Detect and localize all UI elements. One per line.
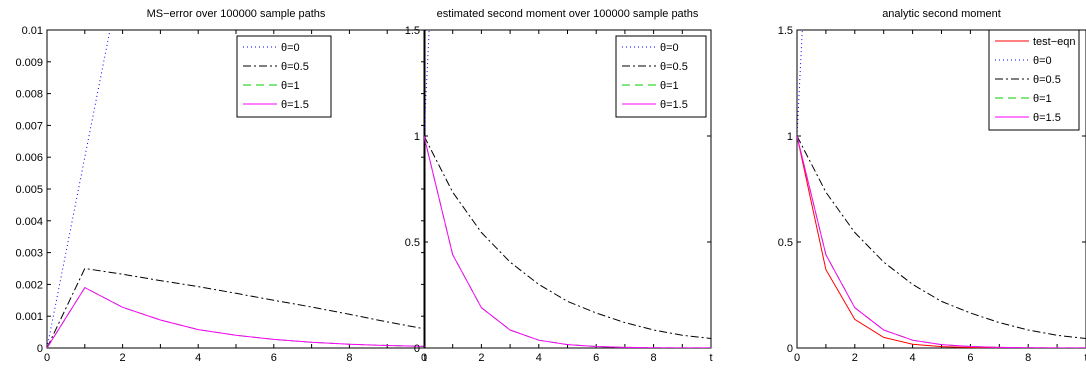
x-tick-label: 8 — [651, 352, 657, 364]
y-tick-label: 0.01 — [22, 25, 43, 37]
chart-title: estimated second moment over 100000 samp… — [437, 8, 699, 20]
series-line — [47, 267, 425, 348]
legend-label: θ=0.5 — [1033, 74, 1061, 86]
legend-label: test−eqn — [1033, 36, 1076, 48]
x-tick-label: 8 — [1025, 352, 1031, 364]
legend-label: θ=1.5 — [281, 99, 309, 111]
x-axis-label: t — [1084, 352, 1086, 364]
x-tick-label: 0 — [794, 352, 800, 364]
x-tick-label: 6 — [593, 352, 599, 364]
x-tick-label: 6 — [967, 352, 973, 364]
y-tick-label: 0.005 — [15, 184, 43, 196]
x-axis-label: t — [709, 352, 712, 364]
x-tick-label: 8 — [346, 352, 352, 364]
series-line — [424, 135, 711, 348]
legend-label: θ=0.5 — [660, 61, 688, 73]
legend-box — [988, 29, 1080, 131]
y-tick-label: 1 — [414, 131, 420, 143]
x-tick-label: 6 — [271, 352, 277, 364]
x-tick-label: 2 — [120, 352, 126, 364]
chart-panel-3: analytic second moment 0 2 4 6 8 t 0 0.5 1 1.5 test… — [778, 8, 1086, 364]
y-tick-label: 1 — [787, 131, 793, 143]
legend: θ=0 θ=0.5 θ=1 θ=1.5 — [236, 35, 332, 118]
x-tick-label: 4 — [910, 352, 916, 364]
legend-label: θ=0.5 — [281, 61, 309, 73]
series-line — [797, 135, 1086, 339]
y-tick-label: 0.003 — [15, 248, 43, 260]
y-tick-label: 0.008 — [15, 89, 43, 101]
legend-label: θ=0 — [281, 42, 300, 54]
legend-label: θ=1.5 — [660, 99, 688, 111]
series-group — [424, 30, 711, 348]
y-tick-label: 1.5 — [405, 25, 420, 37]
y-tick-label: 0.5 — [405, 237, 420, 249]
x-tick-label: 0 — [421, 352, 427, 364]
legend-label: θ=0 — [1033, 55, 1052, 67]
legend-label: θ=1.5 — [1033, 112, 1061, 124]
legend: test−eqn θ=0 θ=0.5 θ=1 θ=1.5 — [988, 29, 1080, 131]
series-line — [424, 135, 711, 348]
series-line — [47, 286, 425, 348]
series-group — [797, 30, 1086, 348]
plot-frame — [46, 29, 426, 349]
y-tick-label: 0 — [787, 343, 793, 355]
x-tick-label: 4 — [536, 352, 542, 364]
x-tick-label: 2 — [478, 352, 484, 364]
x-tick-label: 2 — [852, 352, 858, 364]
legend-label: θ=1 — [281, 80, 300, 92]
chart-title: MS−error over 100000 sample paths — [147, 8, 326, 20]
y-tick-label: 1.5 — [778, 25, 793, 37]
legend: θ=0 θ=0.5 θ=1 θ=1.5 — [615, 35, 707, 118]
series-line — [797, 135, 1086, 348]
x-tick-label: 0 — [44, 352, 50, 364]
series-line — [797, 30, 803, 137]
y-tick-label: 0 — [37, 343, 43, 355]
series-line — [797, 135, 1086, 348]
y-tick-label: 0.5 — [778, 237, 793, 249]
y-tick-label: 0 — [414, 343, 420, 355]
y-tick-label: 0.004 — [15, 216, 43, 228]
series-line — [797, 135, 1086, 348]
y-tick-label: 0.001 — [15, 311, 43, 323]
x-axis-label: t — [423, 352, 426, 364]
legend-label: θ=1 — [1033, 93, 1052, 105]
y-tick-label: 0.002 — [15, 279, 43, 291]
y-tick-label: 0.007 — [15, 120, 43, 132]
x-tick-label: 4 — [195, 352, 201, 364]
y-tick-label: 0.006 — [15, 152, 43, 164]
legend-label: θ=1 — [660, 80, 679, 92]
series-line — [424, 135, 711, 339]
chart-panel-2: estimated second moment over 100000 samp… — [405, 8, 713, 364]
chart-title: analytic second moment — [882, 8, 1001, 20]
series-line — [47, 30, 111, 348]
series-group — [47, 30, 425, 348]
y-tick-label: 0.009 — [15, 57, 43, 69]
legend-label: θ=0 — [660, 42, 679, 54]
